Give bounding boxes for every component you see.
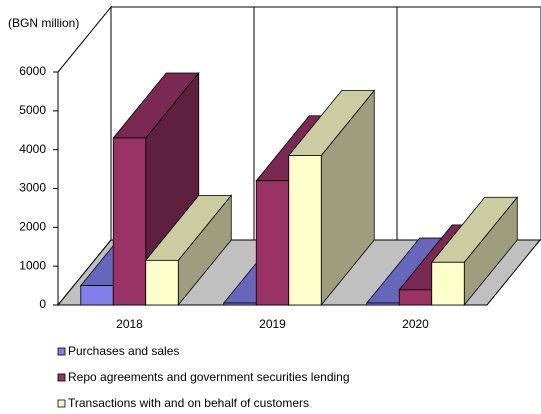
x-tick-label: 2020: [402, 317, 429, 331]
y-tick-label: 3000: [19, 181, 46, 195]
bar: [80, 285, 114, 306]
legend-swatch: [57, 399, 66, 408]
y-tick-label: 6000: [19, 64, 46, 78]
bar: [431, 261, 465, 306]
bar: [112, 137, 147, 306]
y-tick-label: 5000: [19, 103, 46, 117]
x-tick-label: 2018: [116, 317, 143, 331]
legend-swatch: [57, 347, 66, 356]
bar: [288, 155, 322, 306]
bar: [223, 302, 257, 306]
legend-label: Transactions with and on behalf of custo…: [68, 396, 309, 410]
legend-swatch: [57, 373, 66, 382]
y-tick-label: 0: [39, 297, 46, 311]
bar: [255, 180, 290, 306]
legend-label: Purchases and sales: [68, 344, 179, 358]
y-tick-label: 1000: [19, 258, 46, 272]
x-tick-label: 2019: [259, 317, 286, 331]
legend-label: Repo agreements and government securitie…: [68, 370, 350, 384]
y-axis-label: (BGN million): [8, 16, 79, 30]
bar: [366, 302, 400, 306]
bar: [398, 289, 433, 306]
y-tick-label: 2000: [19, 220, 46, 234]
y-tick-label: 4000: [19, 142, 46, 156]
bar: [145, 259, 179, 306]
